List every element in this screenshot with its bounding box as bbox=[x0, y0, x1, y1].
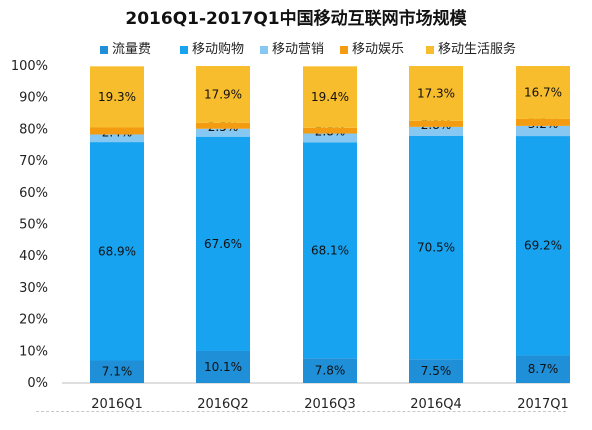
legend-label: 移动营销 bbox=[272, 42, 325, 57]
x-tick-label: 2016Q1 bbox=[91, 397, 143, 412]
data-label: 67.6% bbox=[204, 237, 242, 251]
data-label: 17.9% bbox=[204, 87, 242, 101]
y-tick-label: 50% bbox=[19, 218, 48, 233]
legend-item: 流量费 bbox=[100, 38, 151, 57]
y-tick-label: 20% bbox=[19, 313, 48, 328]
y-tick-label: 100% bbox=[11, 59, 48, 74]
data-label: 7.8% bbox=[315, 364, 346, 378]
bar-segment bbox=[409, 126, 463, 136]
bar-segment bbox=[196, 122, 250, 129]
bar-segment bbox=[409, 135, 463, 360]
footer-divider bbox=[36, 411, 566, 412]
legend-swatch bbox=[426, 45, 434, 54]
bar-segment bbox=[90, 134, 144, 143]
bar-segment bbox=[516, 66, 570, 119]
chart-title: 2016Q1-2017Q1中国移动互联网市场规模 bbox=[125, 9, 467, 29]
bar-segment bbox=[196, 128, 250, 137]
y-tick-label: 40% bbox=[19, 249, 48, 264]
bar-segment bbox=[196, 66, 250, 123]
data-label: 16.7% bbox=[524, 85, 562, 99]
bar-segment bbox=[303, 142, 357, 359]
data-label: 19.3% bbox=[98, 90, 136, 104]
legend-label: 移动生活服务 bbox=[438, 42, 517, 57]
legend-item: 移动购物 bbox=[180, 38, 244, 57]
x-tick-label: 2016Q4 bbox=[410, 397, 462, 412]
legend-label: 流量费 bbox=[112, 42, 152, 57]
bar-segment bbox=[409, 66, 463, 121]
x-tick-label: 2017Q1 bbox=[517, 397, 569, 412]
bar-segment bbox=[196, 136, 250, 351]
data-label: 17.3% bbox=[417, 86, 455, 100]
legend: 流量费 移动购物 移动营销 移动娱乐 移动生活服务 bbox=[100, 38, 540, 57]
bar-segment bbox=[303, 127, 357, 134]
data-label: 68.1% bbox=[311, 243, 349, 257]
bar-segment bbox=[90, 360, 144, 383]
y-tick-label: 80% bbox=[19, 122, 48, 137]
legend-swatch bbox=[100, 45, 108, 54]
data-label: 19.4% bbox=[311, 90, 349, 104]
legend-item: 移动娱乐 bbox=[340, 38, 404, 57]
bar-segment bbox=[409, 359, 463, 383]
legend-swatch bbox=[340, 45, 348, 54]
bar-segment bbox=[303, 66, 357, 128]
y-tick-label: 10% bbox=[19, 344, 48, 359]
y-tick-label: 30% bbox=[19, 281, 48, 296]
legend-swatch bbox=[260, 45, 268, 54]
bar-segment bbox=[90, 142, 144, 361]
data-label: 69.2% bbox=[524, 239, 562, 253]
data-label: 68.9% bbox=[98, 244, 136, 258]
bar-segment bbox=[90, 66, 144, 128]
legend-label: 移动购物 bbox=[192, 42, 245, 57]
x-tick-label: 2016Q3 bbox=[304, 397, 356, 412]
data-label: 70.5% bbox=[417, 240, 455, 254]
legend-item: 移动营销 bbox=[260, 38, 324, 57]
data-label: 7.5% bbox=[421, 364, 452, 378]
legend-label: 移动娱乐 bbox=[352, 42, 405, 57]
y-tick-label: 60% bbox=[19, 186, 48, 201]
data-label: 7.1% bbox=[102, 365, 133, 379]
bar-segment bbox=[196, 350, 250, 383]
bar-segment bbox=[90, 127, 144, 135]
y-tick-label: 0% bbox=[27, 376, 48, 391]
legend-swatch bbox=[180, 45, 188, 54]
bar-segment bbox=[409, 120, 463, 127]
bar-segment bbox=[303, 133, 357, 143]
x-tick-label: 2016Q2 bbox=[197, 397, 249, 412]
y-tick-label: 70% bbox=[19, 154, 48, 169]
bar-segment bbox=[516, 118, 570, 126]
bar-segment bbox=[303, 358, 357, 383]
y-tick-label: 90% bbox=[19, 91, 48, 106]
data-label: 8.7% bbox=[528, 362, 559, 376]
legend-item: 移动生活服务 bbox=[426, 38, 516, 57]
bar-segment bbox=[516, 355, 570, 383]
data-label: 10.1% bbox=[204, 360, 242, 374]
bar-segment bbox=[516, 136, 570, 356]
bar-segment bbox=[516, 125, 570, 137]
